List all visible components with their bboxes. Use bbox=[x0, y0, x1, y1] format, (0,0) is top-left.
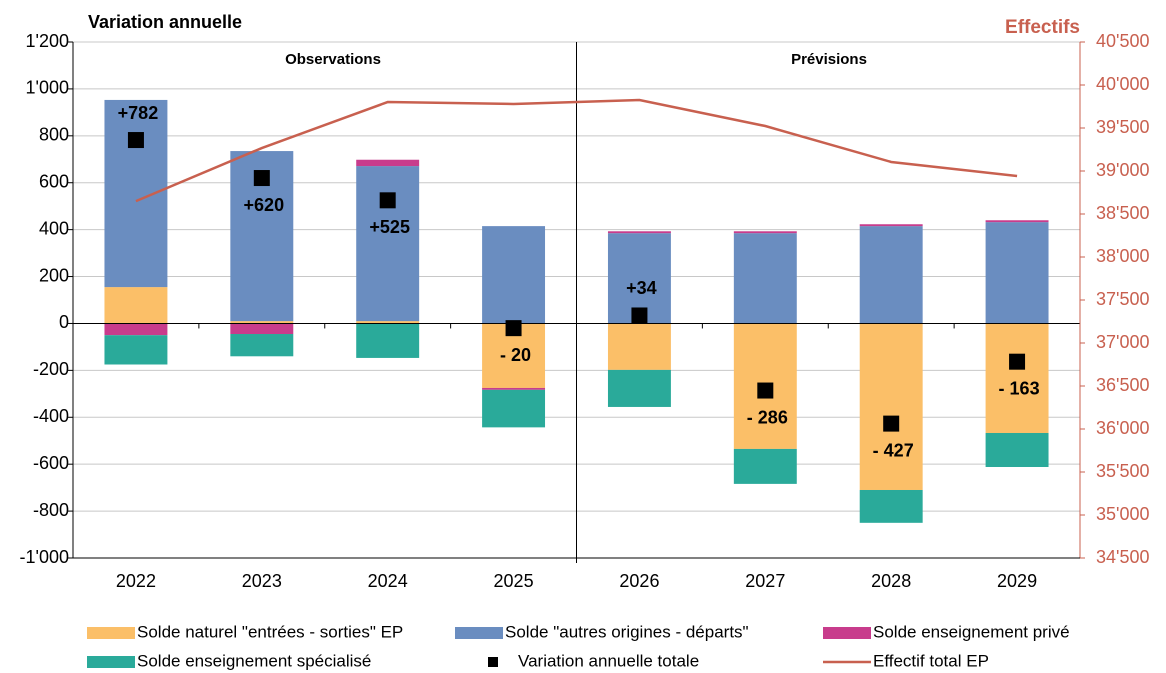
data-label: - 427 bbox=[873, 440, 914, 460]
bar-segment bbox=[482, 226, 546, 324]
bar-segment bbox=[607, 369, 671, 407]
bar-segment bbox=[985, 220, 1049, 223]
legend-label: Solde enseignement spécialisé bbox=[137, 651, 371, 670]
y-tick-label: 1'000 bbox=[26, 78, 69, 98]
bar-segment bbox=[104, 323, 168, 336]
legend-label: Solde naturel "entrées - sorties" EP bbox=[137, 622, 403, 641]
y-tick-label: -800 bbox=[33, 500, 69, 520]
annotation: Observations bbox=[285, 51, 381, 68]
bar-segment bbox=[104, 99, 168, 288]
marker bbox=[379, 192, 396, 209]
legend-label: Solde enseignement privé bbox=[873, 622, 1070, 641]
bar-segment bbox=[985, 323, 1049, 433]
data-label: +782 bbox=[118, 103, 159, 123]
y-tick-label: 600 bbox=[39, 171, 69, 191]
legend-swatch bbox=[823, 627, 871, 639]
y2-tick-label: 38'500 bbox=[1096, 203, 1150, 223]
data-label: +525 bbox=[369, 217, 410, 237]
y2-tick-label: 38'000 bbox=[1096, 246, 1150, 266]
marker bbox=[1009, 353, 1026, 370]
y-tick-label: 400 bbox=[39, 218, 69, 238]
x-tick-label: 2029 bbox=[997, 571, 1037, 591]
bar-segment bbox=[607, 231, 671, 234]
bar-segment bbox=[859, 224, 923, 227]
legend-swatch bbox=[455, 627, 503, 639]
x-tick-label: 2023 bbox=[242, 571, 282, 591]
legend-label: Effectif total EP bbox=[873, 651, 989, 670]
bar-segment bbox=[859, 226, 923, 324]
y-tick-label: 0 bbox=[59, 312, 69, 332]
bar-segment bbox=[733, 231, 797, 234]
y2-tick-label: 36'500 bbox=[1096, 375, 1150, 395]
bar-segment bbox=[482, 389, 546, 428]
marker bbox=[505, 320, 522, 337]
bar-segment bbox=[733, 448, 797, 484]
bar-segment bbox=[356, 323, 420, 358]
annotation: Prévisions bbox=[791, 51, 867, 68]
y2-tick-label: 35'500 bbox=[1096, 461, 1150, 481]
marker bbox=[253, 170, 270, 187]
legend-swatch bbox=[488, 657, 498, 667]
y-tick-label: 200 bbox=[39, 265, 69, 285]
bar-segment bbox=[230, 323, 294, 335]
legend-swatch bbox=[87, 627, 135, 639]
bar-segment bbox=[356, 321, 420, 324]
bar-segment bbox=[859, 323, 923, 490]
bar-segment bbox=[230, 334, 294, 357]
y2-tick-label: 34'500 bbox=[1096, 547, 1150, 567]
y2-tick-label: 36'000 bbox=[1096, 418, 1150, 438]
marker bbox=[631, 307, 648, 324]
y2-tick-label: 39'500 bbox=[1096, 117, 1150, 137]
bar-segment bbox=[356, 166, 420, 322]
y2-title: Effectifs bbox=[1005, 17, 1080, 38]
marker bbox=[757, 382, 774, 399]
marker bbox=[127, 132, 144, 149]
x-tick-label: 2024 bbox=[368, 571, 408, 591]
bar-segment bbox=[733, 233, 797, 324]
legend-label: Solde "autres origines - départs" bbox=[505, 622, 749, 641]
y2-tick-label: 39'000 bbox=[1096, 160, 1150, 180]
bar-segment bbox=[356, 159, 420, 167]
line bbox=[135, 98, 1018, 203]
y-tick-label: 800 bbox=[39, 125, 69, 145]
bar-segment bbox=[607, 323, 671, 370]
bar-segment bbox=[104, 287, 168, 324]
data-label: - 286 bbox=[747, 407, 788, 427]
y-tick-label: 1'200 bbox=[26, 31, 69, 51]
data-label: +34 bbox=[626, 278, 657, 298]
chart-title: Variation annuelle bbox=[88, 12, 242, 32]
x-tick-label: 2026 bbox=[619, 571, 659, 591]
y2-tick-label: 35'000 bbox=[1096, 504, 1150, 524]
data-label: - 163 bbox=[999, 378, 1040, 398]
legend-label: Variation annuelle totale bbox=[518, 651, 699, 670]
legend-swatch bbox=[87, 656, 135, 668]
bar-segment bbox=[985, 222, 1049, 324]
y2-tick-label: 40'500 bbox=[1096, 31, 1150, 51]
y2-tick-label: 40'000 bbox=[1096, 74, 1150, 94]
marker bbox=[883, 415, 900, 432]
bar-segment bbox=[859, 489, 923, 523]
x-tick-label: 2022 bbox=[116, 571, 156, 591]
y-tick-label: -1'000 bbox=[20, 547, 69, 567]
x-tick-label: 2027 bbox=[745, 571, 785, 591]
y2-tick-label: 37'500 bbox=[1096, 289, 1150, 309]
bar-segment bbox=[482, 387, 546, 390]
y2-tick-label: 37'000 bbox=[1096, 332, 1150, 352]
y-tick-label: -200 bbox=[33, 359, 69, 379]
y-tick-label: -400 bbox=[33, 406, 69, 426]
y-tick-label: -600 bbox=[33, 453, 69, 473]
bar-segment bbox=[104, 335, 168, 365]
x-tick-label: 2025 bbox=[494, 571, 534, 591]
bar-segment bbox=[985, 432, 1049, 467]
data-label: - 20 bbox=[500, 345, 531, 365]
x-tick-label: 2028 bbox=[871, 571, 911, 591]
bar-segment bbox=[230, 321, 294, 324]
data-label: +620 bbox=[244, 195, 285, 215]
